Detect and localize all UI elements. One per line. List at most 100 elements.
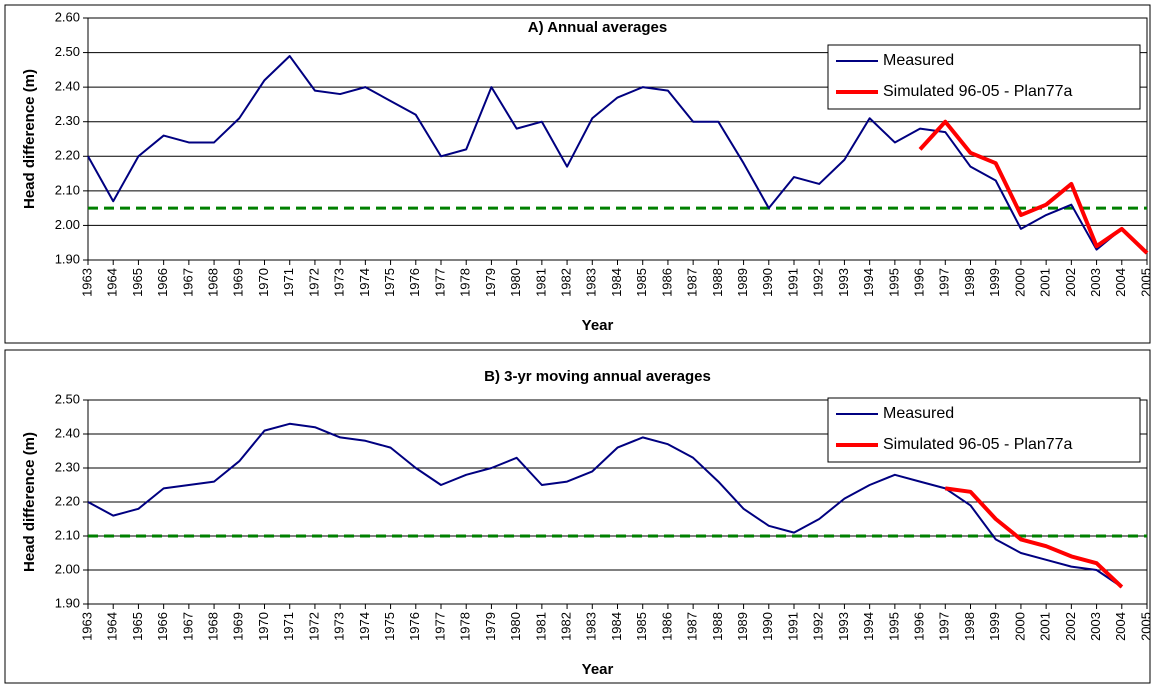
x-tick-label: 1994 bbox=[861, 612, 876, 641]
x-tick-label: 1966 bbox=[155, 268, 170, 297]
x-tick-label: 1993 bbox=[836, 612, 851, 641]
x-axis-title: Year bbox=[582, 317, 614, 334]
legend-box bbox=[827, 397, 1141, 463]
x-tick-label: 1968 bbox=[206, 268, 221, 297]
y-tick-label: 2.00 bbox=[55, 217, 80, 232]
y-tick-label: 2.30 bbox=[55, 459, 80, 474]
x-tick-label: 2003 bbox=[1088, 612, 1103, 641]
y-tick-label: 2.20 bbox=[55, 493, 80, 508]
x-tick-label: 1996 bbox=[912, 612, 927, 641]
x-tick-label: 1964 bbox=[105, 612, 120, 641]
x-tick-label: 1963 bbox=[79, 268, 94, 297]
x-tick-label: 1988 bbox=[710, 612, 725, 641]
x-tick-label: 1998 bbox=[962, 612, 977, 641]
y-tick-label: 1.90 bbox=[55, 251, 80, 266]
y-axis-title: Head difference (m) bbox=[21, 69, 38, 209]
x-tick-label: 1979 bbox=[483, 268, 498, 297]
x-tick-label: 2001 bbox=[1038, 268, 1053, 297]
x-tick-label: 1980 bbox=[508, 268, 523, 297]
x-tick-label: 1972 bbox=[306, 268, 321, 297]
x-tick-label: 1984 bbox=[609, 268, 624, 297]
x-tick-label: 1972 bbox=[306, 612, 321, 641]
x-tick-label: 2004 bbox=[1113, 612, 1128, 641]
chart-title: B) 3-yr moving annual averages bbox=[484, 368, 711, 385]
x-tick-label: 2005 bbox=[1138, 612, 1153, 641]
x-tick-label: 1975 bbox=[382, 612, 397, 641]
x-tick-label: 1989 bbox=[735, 268, 750, 297]
x-tick-label: 1973 bbox=[332, 612, 347, 641]
y-tick-label: 1.90 bbox=[55, 595, 80, 610]
x-tick-label: 1965 bbox=[130, 268, 145, 297]
x-tick-label: 1978 bbox=[458, 268, 473, 297]
x-tick-label: 1986 bbox=[659, 612, 674, 641]
y-tick-label: 2.30 bbox=[55, 113, 80, 128]
plot-border bbox=[87, 17, 1148, 261]
y-tick-label: 2.40 bbox=[55, 425, 80, 440]
legend-label: Measured bbox=[883, 52, 954, 69]
y-tick-label: 2.00 bbox=[55, 561, 80, 576]
x-tick-label: 1975 bbox=[382, 268, 397, 297]
x-tick-label: 1988 bbox=[710, 268, 725, 297]
x-tick-label: 1973 bbox=[332, 268, 347, 297]
x-tick-label: 1997 bbox=[937, 612, 952, 641]
x-tick-label: 1987 bbox=[685, 612, 700, 641]
x-tick-label: 1987 bbox=[685, 268, 700, 297]
x-tick-label: 2001 bbox=[1038, 612, 1053, 641]
series-line bbox=[87, 422, 1123, 588]
x-tick-label: 1986 bbox=[659, 268, 674, 297]
series-line bbox=[87, 55, 1148, 254]
x-tick-label: 1999 bbox=[987, 268, 1002, 297]
x-tick-label: 1964 bbox=[105, 268, 120, 297]
x-tick-label: 1983 bbox=[584, 268, 599, 297]
x-tick-label: 2003 bbox=[1088, 268, 1103, 297]
x-tick-label: 1978 bbox=[458, 612, 473, 641]
x-tick-label: 1999 bbox=[987, 612, 1002, 641]
y-axis-title: Head difference (m) bbox=[21, 432, 38, 572]
x-tick-label: 1976 bbox=[407, 612, 422, 641]
y-tick-label: 2.60 bbox=[55, 9, 80, 24]
x-axis-title: Year bbox=[582, 661, 614, 678]
x-tick-label: 1971 bbox=[281, 612, 296, 641]
x-tick-label: 1971 bbox=[281, 268, 296, 297]
chart-title: A) Annual averages bbox=[528, 19, 668, 36]
x-tick-label: 1983 bbox=[584, 612, 599, 641]
x-tick-label: 1990 bbox=[760, 612, 775, 641]
x-tick-label: 2002 bbox=[1063, 268, 1078, 297]
x-tick-label: 1995 bbox=[886, 268, 901, 297]
x-tick-label: 1982 bbox=[559, 612, 574, 641]
x-tick-label: 1982 bbox=[559, 268, 574, 297]
x-tick-label: 1974 bbox=[357, 268, 372, 297]
x-tick-label: 1980 bbox=[508, 612, 523, 641]
x-tick-label: 2000 bbox=[1012, 612, 1027, 641]
series-line bbox=[918, 119, 1149, 255]
x-tick-label: 1991 bbox=[785, 268, 800, 297]
x-tick-label: 1976 bbox=[407, 268, 422, 297]
x-tick-label: 1981 bbox=[533, 268, 548, 297]
x-tick-label: 1979 bbox=[483, 612, 498, 641]
x-tick-label: 1967 bbox=[180, 268, 195, 297]
x-tick-label: 1966 bbox=[155, 612, 170, 641]
x-tick-label: 1990 bbox=[760, 268, 775, 297]
x-tick-label: 1989 bbox=[735, 612, 750, 641]
x-tick-label: 1992 bbox=[811, 612, 826, 641]
x-tick-label: 1969 bbox=[231, 268, 246, 297]
x-tick-label: 1985 bbox=[634, 268, 649, 297]
x-tick-label: 1977 bbox=[432, 612, 447, 641]
series-line bbox=[945, 486, 1124, 589]
x-tick-label: 1991 bbox=[785, 612, 800, 641]
x-tick-label: 2005 bbox=[1138, 268, 1153, 297]
x-tick-label: 1968 bbox=[206, 612, 221, 641]
x-tick-label: 1970 bbox=[256, 268, 271, 297]
x-tick-label: 2002 bbox=[1063, 612, 1078, 641]
y-tick-label: 2.10 bbox=[55, 182, 80, 197]
x-tick-label: 1993 bbox=[836, 268, 851, 297]
legend-label: Simulated 96-05 - Plan77a bbox=[883, 83, 1073, 100]
x-tick-label: 1998 bbox=[962, 268, 977, 297]
x-tick-label: 1970 bbox=[256, 612, 271, 641]
y-tick-label: 2.10 bbox=[55, 527, 80, 542]
x-tick-label: 1996 bbox=[912, 268, 927, 297]
x-tick-label: 1981 bbox=[533, 612, 548, 641]
y-tick-label: 2.50 bbox=[55, 44, 80, 59]
x-tick-label: 1995 bbox=[886, 612, 901, 641]
